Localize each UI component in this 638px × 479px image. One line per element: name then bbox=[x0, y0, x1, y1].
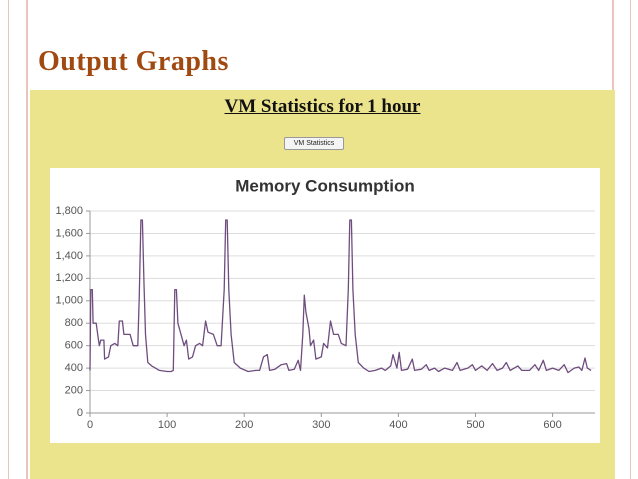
y-tick-label: 0 bbox=[77, 407, 83, 419]
y-tick-label: 200 bbox=[65, 384, 83, 396]
x-tick-label: 600 bbox=[543, 419, 561, 431]
vm-statistics-button[interactable]: VM Statistics bbox=[284, 137, 344, 150]
x-tick-label: 100 bbox=[158, 419, 176, 431]
slide-title: Output Graphs bbox=[38, 46, 229, 77]
border-line bbox=[8, 0, 9, 479]
y-tick-label: 1,800 bbox=[55, 205, 83, 217]
chart-title: Memory Consumption bbox=[235, 176, 414, 195]
y-tick-label: 1,400 bbox=[55, 250, 83, 262]
x-tick-label: 300 bbox=[312, 419, 330, 431]
chart-background bbox=[50, 168, 600, 443]
x-tick-label: 200 bbox=[235, 419, 253, 431]
memory-line bbox=[89, 219, 592, 374]
y-tick-label: 800 bbox=[65, 317, 83, 329]
panel-title: VM Statistics for 1 hour bbox=[224, 96, 421, 117]
border-line bbox=[630, 0, 631, 479]
x-tick-label: 400 bbox=[389, 419, 407, 431]
y-tick-label: 1,600 bbox=[55, 227, 83, 239]
y-tick-label: 400 bbox=[65, 362, 83, 374]
x-tick-label: 500 bbox=[466, 419, 484, 431]
y-tick-label: 1,200 bbox=[55, 272, 83, 284]
y-tick-label: 1,000 bbox=[55, 295, 83, 307]
border-line bbox=[26, 0, 28, 479]
x-tick-label: 0 bbox=[87, 419, 93, 431]
y-tick-label: 600 bbox=[65, 340, 83, 352]
